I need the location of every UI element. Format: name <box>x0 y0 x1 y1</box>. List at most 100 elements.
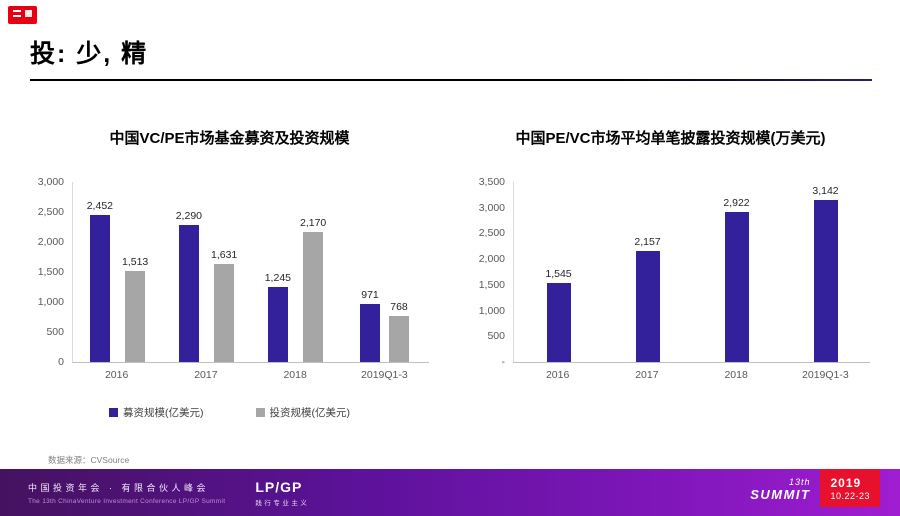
bar-value-label: 2,170 <box>300 216 327 229</box>
y-tick-label: 1,000 <box>478 304 505 317</box>
lpgp-logo-text: LP/GP <box>255 478 303 495</box>
lpgp-logo: LP/GP 践行专业主义 <box>255 479 309 507</box>
plot-area: 1,545 2,157 2,922 3,142 <box>513 182 870 363</box>
bar-wrap: 1,513 <box>122 256 148 362</box>
bar-wrap: 1,545 <box>545 267 572 362</box>
x-axis: 2016 2017 2018 2019Q1-3 <box>513 369 870 381</box>
x-tick-label: 2016 <box>545 369 570 381</box>
bar-group: 1,545 <box>514 267 603 362</box>
bar <box>89 214 110 362</box>
legend-item: 募资规模(亿美元) <box>109 405 204 420</box>
summit-mark: 13th SUMMIT <box>750 477 811 502</box>
x-tick-label: 2018 <box>724 369 748 381</box>
bar-wrap: 1,631 <box>211 249 237 362</box>
bar <box>635 251 660 362</box>
bar-group: 2,157 <box>603 236 692 362</box>
chart-average-deal-size: 中国PE/VC市场平均单笔披露投资规模(万美元) 3,500 3,000 2,500… <box>471 127 870 420</box>
bar <box>389 315 409 362</box>
conference-name-cn: 中国投资年会 · 有限合伙人峰会 <box>28 482 209 493</box>
footer-banner: 中国投资年会 · 有限合伙人峰会 The 13th ChinaVenture I… <box>0 469 900 516</box>
bar-wrap: 971 <box>360 289 380 362</box>
x-axis: 2016 2017 2018 2019Q1-3 <box>72 369 429 381</box>
bar-wrap: 2,922 <box>723 196 750 362</box>
y-tick-label: 3,000 <box>37 176 64 188</box>
bar-wrap: 2,452 <box>87 200 113 362</box>
date-range: 10.22-23 <box>830 490 870 501</box>
y-tick-label: 500 <box>46 326 64 338</box>
legend-swatch-icon <box>255 408 265 417</box>
bar-value-label: 1,631 <box>211 249 238 262</box>
y-tick-label: 3,000 <box>478 201 505 214</box>
bar <box>125 271 146 362</box>
date-badge: 2019 10.22-23 <box>820 469 880 507</box>
bar <box>178 224 199 362</box>
bar-wrap: 2,157 <box>634 236 661 362</box>
bar-wrap: 1,245 <box>265 272 291 362</box>
y-tick-label: 1,000 <box>37 296 64 308</box>
y-axis: 3,000 2,500 2,000 1,500 1,000 500 0 <box>30 176 72 368</box>
bar-value-label: 1,245 <box>264 272 291 285</box>
y-tick-label: 1,500 <box>478 278 505 291</box>
x-tick-label: 2017 <box>635 369 659 381</box>
chart-fundraising-investment: 中国VC/PE市场基金募资及投资规模 3,000 2,500 2,000 1,500 1… <box>30 127 429 420</box>
x-tick-label: 2016 <box>104 369 129 381</box>
bar-group: 2,290 1,631 <box>162 210 251 362</box>
y-tick-label: 2,500 <box>37 206 64 218</box>
x-tick-label: 2017 <box>194 369 218 381</box>
x-tick-label: 2019Q1-3 <box>361 369 408 381</box>
bar-value-label: 2,452 <box>86 199 113 212</box>
y-axis: 3,500 3,000 2,500 2,000 1,500 1,000 500 - <box>471 176 513 368</box>
conference-name-en: The 13th ChinaVenture Investment Confere… <box>28 497 226 505</box>
bar-group: 971 768 <box>340 289 429 362</box>
lpgp-tagline: 践行专业主义 <box>255 499 310 507</box>
x-tick-label: 2019Q1-3 <box>802 369 849 381</box>
bar-group: 2,922 <box>692 197 781 362</box>
bar <box>214 264 235 362</box>
plot-area: 2,452 1,513 2,290 1,631 1,245 2,170 971 768 <box>72 182 429 363</box>
legend-label: 募资规模(亿美元) <box>123 407 204 419</box>
bar-wrap: 2,290 <box>176 210 202 362</box>
chinaventure-logo-icon <box>8 6 37 24</box>
chart-title: 中国VC/PE市场基金募资及投资规模 <box>109 130 350 147</box>
y-tick-label: 2,000 <box>478 253 505 266</box>
page-title: 投: 少, 精 <box>30 40 149 68</box>
y-tick-label: 3,500 <box>478 176 505 188</box>
bar-wrap: 2,170 <box>300 217 326 362</box>
date-year: 2019 <box>830 475 862 490</box>
y-tick-label: 500 <box>487 330 505 343</box>
bar-group: 2,452 1,513 <box>73 200 162 362</box>
y-tick-label: 2,500 <box>478 227 505 240</box>
bar <box>546 282 571 362</box>
summit-word: SUMMIT <box>750 486 811 502</box>
bar-value-label: 971 <box>361 288 379 301</box>
bar-group: 3,142 <box>781 185 870 362</box>
bar-value-label: 2,290 <box>175 209 202 222</box>
bar <box>303 231 324 362</box>
bar-value-label: 768 <box>390 300 408 313</box>
bar-group: 1,245 2,170 <box>251 217 340 362</box>
legend-item: 投资规模(亿美元) <box>255 405 351 420</box>
bar-value-label: 2,157 <box>634 236 661 249</box>
bar-value-label: 2,922 <box>723 196 750 209</box>
title-underline <box>30 79 872 81</box>
y-tick-label: 2,000 <box>37 236 64 248</box>
chart-title: 中国PE/VC市场平均单笔披露投资规模(万美元) <box>515 130 826 147</box>
bar-value-label: 1,513 <box>122 256 149 269</box>
chart-body: 3,500 3,000 2,500 2,000 1,500 1,000 500 - 1,545… <box>471 176 870 368</box>
bar-value-label: 1,545 <box>545 267 572 280</box>
banner-right: 13th SUMMIT 2019 10.22-23 <box>750 469 880 516</box>
bar <box>724 211 749 362</box>
y-tick-label: 0 <box>58 356 64 368</box>
bar <box>267 287 288 362</box>
y-tick-label: - <box>501 356 506 368</box>
legend-label: 投资规模(亿美元) <box>269 407 351 419</box>
bar-wrap: 3,142 <box>812 185 839 362</box>
x-tick-label: 2018 <box>283 369 307 381</box>
legend: 募资规模(亿美元) 投资规模(亿美元) <box>30 405 429 420</box>
conference-name-block: 中国投资年会 · 有限合伙人峰会 The 13th ChinaVenture I… <box>28 481 225 505</box>
legend-swatch-icon <box>109 408 118 417</box>
bar <box>360 303 380 362</box>
summit-edition: 13th <box>788 477 811 487</box>
charts-row: 中国VC/PE市场基金募资及投资规模 3,000 2,500 2,000 1,500 1… <box>0 127 900 420</box>
